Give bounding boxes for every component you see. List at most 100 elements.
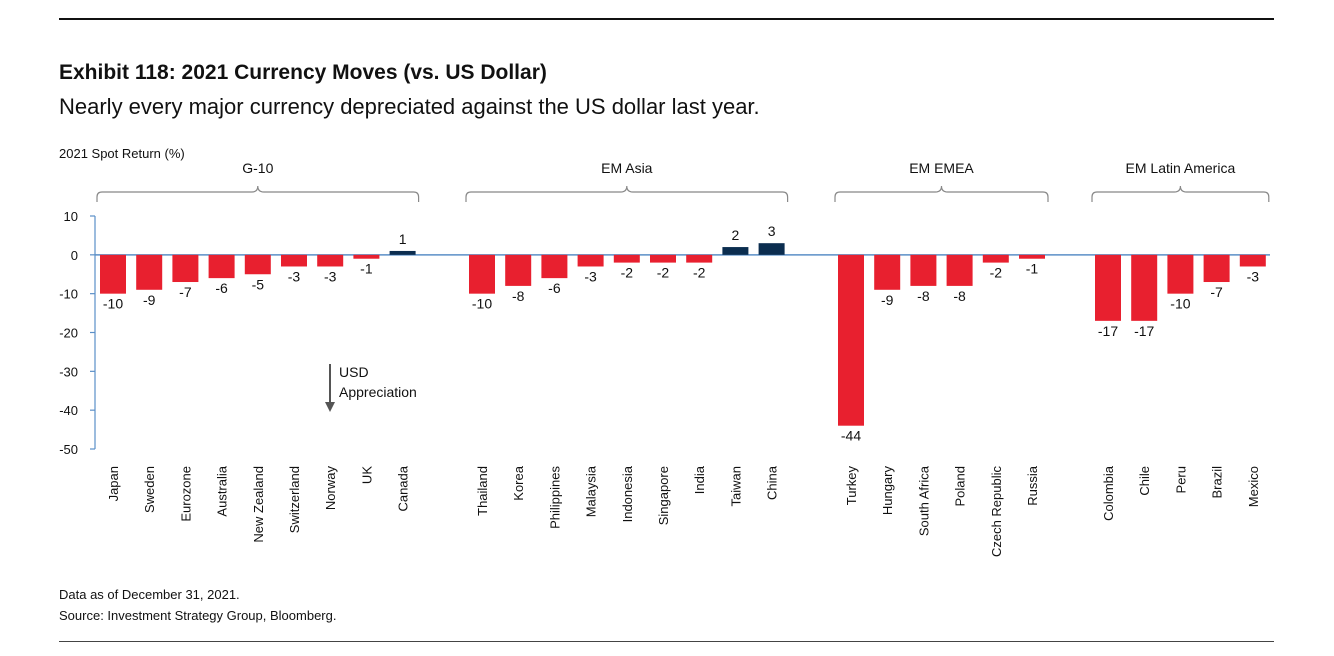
category-label: Philippines <box>547 466 562 529</box>
group-bracket <box>1091 185 1270 202</box>
data-label: -2 <box>693 265 706 281</box>
category-label: Norway <box>323 466 338 511</box>
category-label: Brazil <box>1210 466 1225 499</box>
data-label: -3 <box>324 268 337 284</box>
data-label: -9 <box>143 292 156 308</box>
bar <box>613 254 640 263</box>
category-label: UK <box>359 466 374 484</box>
bar <box>1131 254 1158 321</box>
data-label: -44 <box>841 428 861 444</box>
bar <box>353 254 380 259</box>
bar <box>389 250 416 255</box>
y-tick-label: -50 <box>59 442 78 457</box>
data-label: 1 <box>399 231 407 247</box>
bar <box>838 254 864 426</box>
y-tick-label: -20 <box>59 326 78 341</box>
bar <box>874 254 901 290</box>
data-label: -7 <box>1210 284 1223 300</box>
bar <box>982 254 1009 263</box>
category-label: Taiwan <box>728 466 743 506</box>
category-label: Korea <box>511 465 526 500</box>
data-label: -10 <box>103 296 123 312</box>
data-label: -8 <box>953 288 966 304</box>
category-label: Singapore <box>656 466 671 525</box>
bar <box>758 243 785 255</box>
data-label: -1 <box>1026 261 1039 277</box>
bar <box>136 254 163 290</box>
category-label: Peru <box>1173 466 1188 493</box>
category-label: Australia <box>215 465 230 516</box>
source-note: Source: Investment Strategy Group, Bloom… <box>59 608 337 623</box>
bar <box>281 254 307 267</box>
data-label: -6 <box>548 280 561 296</box>
data-label: -7 <box>179 284 192 300</box>
category-label: Turkey <box>844 466 859 506</box>
data-label: -10 <box>472 296 492 312</box>
bar <box>722 247 749 255</box>
y-tick-label: 10 <box>64 209 78 224</box>
category-label: Hungary <box>880 466 895 516</box>
category-label: Czech Republic <box>989 466 1004 558</box>
data-label: -10 <box>1170 296 1190 312</box>
y-tick-label: -40 <box>59 403 78 418</box>
category-label: Mexico <box>1246 466 1261 507</box>
group-label: EM Latin America <box>1126 160 1236 176</box>
category-label: China <box>765 465 780 500</box>
bar <box>1203 254 1230 283</box>
top-rule <box>59 18 1274 20</box>
data-label: -2 <box>657 265 670 281</box>
data-label: 3 <box>768 223 776 239</box>
plot-area: 10 0 -10 -20 -30 -40 -50 G-10 -10 Japan -9 Sweden -7… <box>59 160 1270 557</box>
data-label: -3 <box>584 268 597 284</box>
data-label: -9 <box>881 292 894 308</box>
data-label: -2 <box>990 265 1003 281</box>
data-label: -2 <box>621 265 634 281</box>
category-label: Indonesia <box>620 465 635 522</box>
data-label: -8 <box>512 288 525 304</box>
category-label: New Zealand <box>251 466 266 543</box>
category-label: Eurozone <box>178 466 193 522</box>
data-label: -17 <box>1134 323 1154 339</box>
category-label: Switzerland <box>287 466 302 533</box>
chart-title: Exhibit 118: 2021 Currency Moves (vs. US… <box>59 61 547 84</box>
bar <box>172 254 199 283</box>
category-label: Chile <box>1137 466 1152 496</box>
chart-subtitle: Nearly every major currency depreciated … <box>59 94 760 119</box>
bar <box>686 254 713 263</box>
y-axis-label: 2021 Spot Return (%) <box>59 146 185 161</box>
bar <box>244 254 271 275</box>
bar <box>317 254 344 267</box>
group-label: EM Asia <box>601 160 653 176</box>
category-label: Sweden <box>142 466 157 513</box>
category-label: South Africa <box>916 465 931 536</box>
data-label: -3 <box>1247 268 1260 284</box>
data-label: -3 <box>288 268 301 284</box>
y-tick-label: -10 <box>59 287 78 302</box>
bar <box>650 254 676 263</box>
footnotes: Data as of December 31, 2021. Source: In… <box>59 584 336 626</box>
category-label: Canada <box>396 465 411 511</box>
data-label: -5 <box>252 276 265 292</box>
category-label: India <box>692 465 707 494</box>
bar <box>910 254 937 286</box>
group-bracket <box>834 185 1049 202</box>
bottom-rule <box>59 641 1274 642</box>
bar <box>100 254 126 294</box>
category-label: Thailand <box>475 466 490 516</box>
category-label: Malaysia <box>584 465 599 517</box>
bar <box>946 254 973 286</box>
data-label: -17 <box>1098 323 1118 339</box>
category-label: Russia <box>1025 465 1040 506</box>
annotation-line2: Appreciation <box>339 384 417 400</box>
y-tick-label: 0 <box>71 248 78 263</box>
group-bracket <box>96 185 420 202</box>
bar <box>577 254 604 267</box>
bar <box>541 254 568 279</box>
data-label: -6 <box>215 280 228 296</box>
data-label: -1 <box>360 261 373 277</box>
group-label: EM EMEA <box>909 160 974 176</box>
bar <box>208 254 235 279</box>
usd-appreciation-annotation: USD Appreciation <box>325 364 417 412</box>
bar <box>469 254 495 294</box>
